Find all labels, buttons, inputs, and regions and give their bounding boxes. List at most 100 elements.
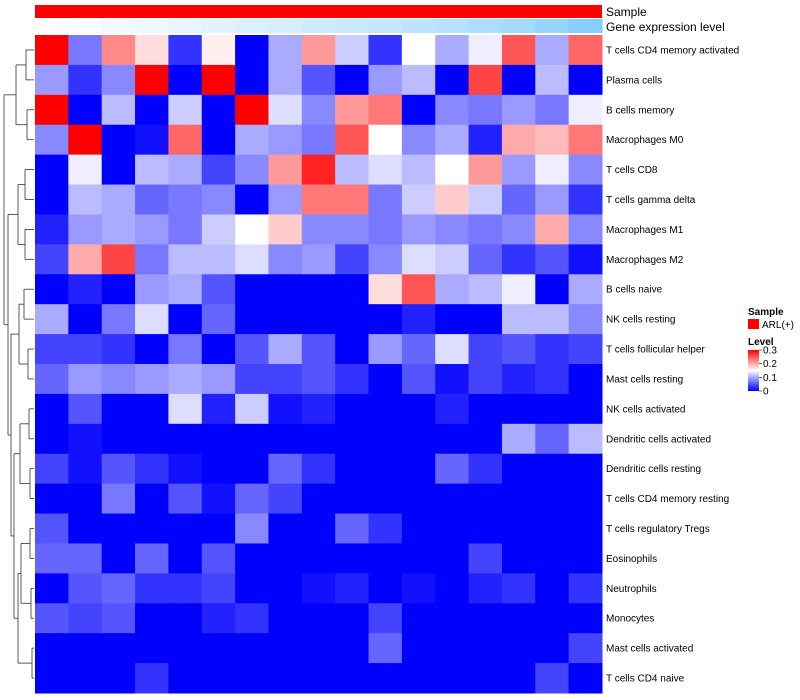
heatmap-cell (235, 513, 269, 544)
heatmap-cell (101, 364, 136, 395)
heatmap-cell (535, 603, 570, 634)
heatmap-cell (368, 573, 403, 604)
heatmap-cell (468, 543, 503, 574)
heatmap-cell (168, 393, 203, 425)
heatmap-cell (201, 573, 236, 604)
legend: Sample ARL(+) Level 0.3 0.2 0.1 0 (748, 307, 794, 398)
heatmap-cell (335, 274, 370, 305)
heatmap-cell (401, 573, 436, 604)
heatmap-cell (535, 124, 570, 156)
heatmap-cell (268, 124, 303, 156)
heatmap-cell (268, 393, 303, 425)
heatmap-cell (268, 364, 303, 395)
heatmap-cell (201, 274, 236, 305)
heatmap-cell (401, 513, 436, 544)
row-label: Plasma cells (606, 75, 662, 86)
heatmap-cell (201, 64, 236, 96)
heatmap-cell (501, 483, 536, 515)
heatmap-cell (68, 513, 103, 544)
heatmap-cell (335, 154, 370, 186)
heatmap-cell (568, 274, 603, 305)
heatmap-cell (268, 184, 303, 215)
heatmap-cell (268, 603, 303, 634)
heatmap-cell (168, 184, 203, 215)
heatmap-cell (268, 483, 303, 515)
heatmap-cell (135, 393, 169, 425)
row-dendrogram (3, 49, 34, 679)
heatmap-cell (68, 663, 103, 694)
heatmap-cell (335, 364, 370, 395)
heatmap-cell (401, 633, 436, 664)
heatmap-cell (68, 64, 103, 96)
heatmap-cell (235, 633, 269, 664)
heatmap-cell (201, 154, 236, 186)
heatmap-cell (135, 334, 169, 365)
heatmap-cell (501, 603, 536, 634)
heatmap-cell (535, 214, 570, 245)
heatmap-cell (68, 214, 103, 245)
heatmap-cell (201, 244, 236, 275)
heatmap-cell (235, 603, 269, 634)
heatmap-cell (201, 453, 236, 485)
heatmap-cell (68, 483, 103, 515)
expression-annotation-cell (168, 19, 203, 33)
heatmap-cell (68, 35, 103, 66)
heatmap-cell (568, 453, 603, 485)
heatmap-cell (301, 334, 336, 365)
heatmap-cell (35, 633, 69, 664)
heatmap-cell (501, 64, 536, 96)
heatmap-cell (35, 453, 69, 485)
row-labels: T cells CD4 memory activated Plasma cells… (606, 45, 739, 684)
heatmap-cell (35, 393, 69, 425)
heatmap-cell (401, 453, 436, 485)
heatmap-cell (101, 274, 136, 305)
row-label: B cells naive (606, 285, 663, 296)
heatmap-cell (168, 214, 203, 245)
heatmap-cell (435, 35, 470, 66)
row-label: T cells CD4 naive (606, 674, 685, 685)
heatmap-cell (401, 663, 436, 694)
legend-tick-label: 0 (763, 387, 769, 398)
heatmap-cell (235, 334, 269, 365)
heatmap-cell (335, 35, 370, 66)
heatmap-cell (268, 513, 303, 544)
expression-annotation-label: Gene expression level (606, 20, 725, 34)
expression-annotation-cell (35, 19, 69, 33)
heatmap-cell (235, 124, 269, 156)
heatmap-cell (235, 453, 269, 485)
heatmap-cell (135, 304, 169, 335)
heatmap-cell (435, 573, 470, 604)
row-label: T cells CD4 memory activated (606, 45, 739, 56)
heatmap-cell (201, 663, 236, 694)
heatmap-cell (435, 543, 470, 574)
heatmap-cell (535, 364, 570, 395)
heatmap-cell (135, 244, 169, 275)
heatmap-cell (168, 483, 203, 515)
heatmap-cell (101, 573, 136, 604)
expression-annotation-cell (335, 19, 370, 33)
heatmap-cell (135, 184, 169, 215)
heatmap-cell (335, 483, 370, 515)
heatmap-cell (535, 334, 570, 365)
heatmap-cell (35, 364, 69, 395)
heatmap-cell (101, 423, 136, 455)
legend-tick-label: 0.3 (763, 346, 777, 357)
heatmap-cell (501, 154, 536, 186)
heatmap-cell (101, 154, 136, 186)
heatmap-cell (301, 214, 336, 245)
heatmap-cell (468, 214, 503, 245)
heatmap-cell (268, 423, 303, 455)
heatmap-cell (168, 453, 203, 485)
heatmap-cell (401, 124, 436, 156)
heatmap-cell (101, 543, 136, 574)
heatmap-cell (135, 573, 169, 604)
row-label: T cells follicular helper (606, 345, 705, 356)
heatmap-cell (368, 513, 403, 544)
expression-annotation-cell (135, 19, 169, 33)
heatmap-cell (68, 124, 103, 156)
expression-annotation-cell (101, 19, 136, 33)
heatmap-cell (501, 94, 536, 126)
heatmap-cell (268, 543, 303, 574)
heatmap-cell (68, 364, 103, 395)
heatmap-cell (335, 214, 370, 245)
